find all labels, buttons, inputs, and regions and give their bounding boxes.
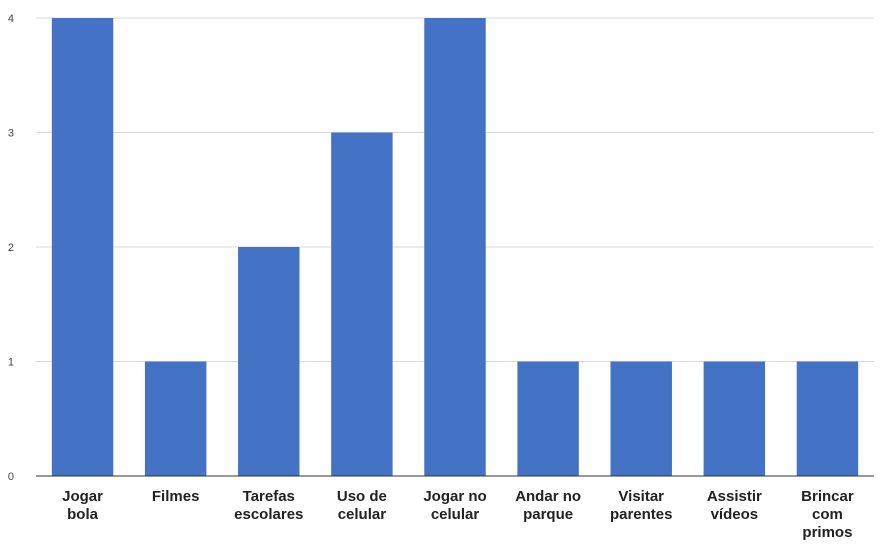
x-category-label-line: Visitar — [618, 488, 664, 505]
bar — [51, 18, 114, 476]
x-category-label: Tarefas escolares — [234, 488, 303, 523]
y-tick-label: 0 — [8, 471, 14, 483]
y-tick-label: 3 — [8, 128, 14, 140]
x-category-label: Andar no parque — [515, 488, 581, 523]
x-category-label-line: Assistir — [707, 488, 762, 505]
x-category-label-line: Jogar — [62, 488, 103, 505]
x-category-label: Visitar parentes — [610, 488, 673, 523]
y-tick-label: 4 — [8, 13, 14, 25]
x-category-label-line: Brincar — [801, 488, 854, 505]
x-category-label-line: Andar no — [515, 488, 581, 505]
bar — [796, 361, 859, 476]
x-category-label: Assistir vídeos — [707, 488, 762, 523]
x-category-label-line: primos — [802, 524, 852, 541]
x-category-label-line: Uso de — [337, 488, 387, 505]
bar — [517, 361, 579, 476]
x-category-label-line: celular — [338, 506, 387, 523]
bar — [703, 361, 766, 476]
bars — [51, 18, 859, 476]
x-category-label: Jogar bola — [62, 488, 103, 523]
x-category-label-line: bola — [67, 506, 98, 523]
x-category-label: Jogar no celular — [423, 488, 486, 523]
x-category-label-line: Tarefas — [243, 488, 295, 505]
x-category-label-line: Jogar no — [423, 488, 486, 505]
x-category-label-line: parentes — [610, 506, 673, 523]
bar — [424, 18, 486, 476]
y-axis-tick-labels: 0 1 2 3 4 — [8, 13, 14, 483]
bar — [144, 361, 207, 476]
bar — [610, 361, 672, 476]
x-category-label-line: com — [812, 506, 843, 523]
x-category-label-line: escolares — [234, 506, 303, 523]
x-category-label: Filmes — [152, 488, 200, 505]
y-tick-label: 1 — [8, 357, 14, 369]
bar — [238, 247, 300, 476]
x-category-label-line: celular — [431, 506, 480, 523]
x-category-label-line: parque — [523, 506, 573, 523]
x-category-label: Brincar com primos — [801, 488, 854, 541]
x-category-label-line: Filmes — [152, 488, 200, 505]
bar — [331, 132, 393, 476]
x-category-label: Uso de celular — [337, 488, 387, 523]
y-tick-label: 2 — [8, 242, 14, 254]
x-category-label-line: vídeos — [711, 506, 759, 523]
